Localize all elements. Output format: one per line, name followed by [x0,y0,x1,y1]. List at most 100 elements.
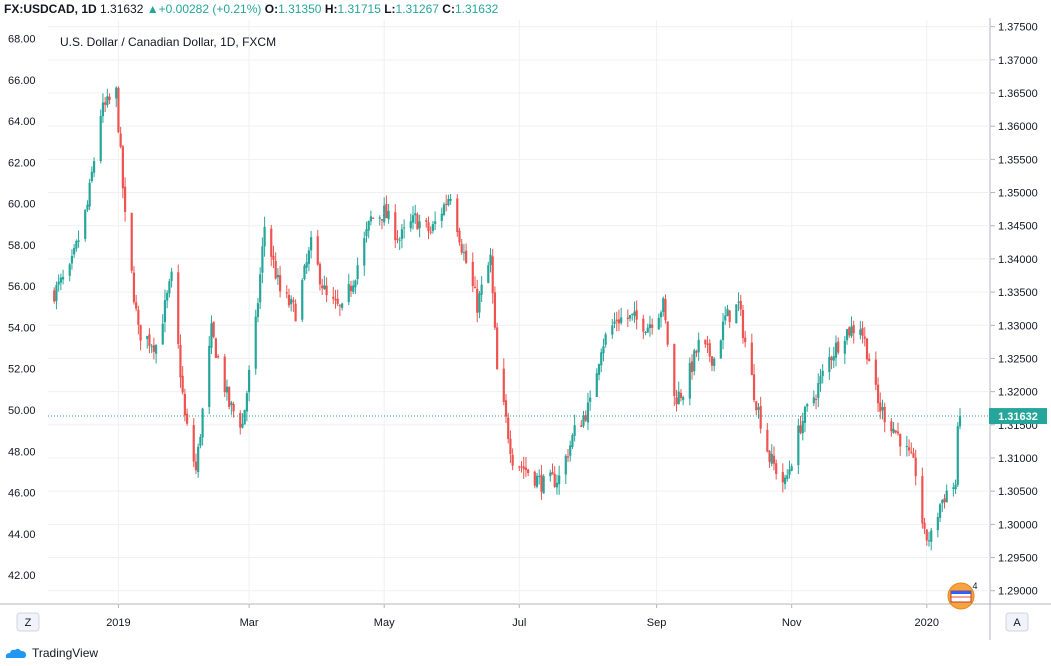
candle-body [272,255,275,260]
candle-body [644,331,647,333]
candle-body [927,540,931,542]
right-tick-label: 1.34500 [998,221,1038,233]
candle-body [316,236,319,265]
candle-body [956,426,959,485]
left-tick-label: 50.00 [8,405,36,417]
candle-body [564,455,567,475]
candle-body [274,260,277,279]
candle-body [411,215,415,223]
candle-body [287,294,291,306]
candle-body [212,321,215,337]
candle-body [396,238,399,240]
candle-body [418,221,421,229]
auto-scale-button[interactable]: A [1005,612,1029,632]
left-tick-label: 68.00 [8,34,36,46]
candle-body [558,475,561,485]
candle-body [290,298,293,305]
candle-body [945,490,948,503]
x-tick-label: Sep [647,617,667,629]
candle-body [675,397,678,405]
zoom-left-button[interactable]: Z [16,612,40,632]
candle-body [507,417,510,439]
candle-body [367,221,370,231]
left-tick-label: 56.00 [8,281,36,293]
right-tick-label: 1.29000 [998,586,1038,598]
candle-body [434,221,437,224]
candle-body [99,116,102,161]
chart-area[interactable]: 42.00 44.00 46.00 48.00 50.00 52.00 54.00 56.00… [0,18,1051,640]
candle-body [504,400,508,417]
candle-body [533,471,536,486]
candle-body [845,329,849,341]
candle-body [387,210,390,220]
candle-body [245,393,248,412]
right-tick-label: 1.32500 [998,353,1038,365]
candle-body [790,466,793,471]
candle-body [254,316,257,369]
candle-body [369,216,373,222]
left-tick-label: 54.00 [8,322,36,334]
candle-body [456,198,459,232]
candle-body [132,272,136,303]
candle-body [108,96,111,100]
right-tick-label: 1.30500 [998,486,1038,498]
candle-body [57,281,60,285]
candle-body [540,474,543,492]
candle-body [447,199,450,206]
candle-body [478,293,481,313]
candle-body [905,445,908,447]
candle-body [819,376,822,384]
candle-body [721,321,725,341]
candle-body [349,285,353,292]
right-tick-label: 1.35000 [998,188,1038,200]
candle-body [923,522,926,529]
candle-body [61,277,65,280]
candle-body [861,327,864,336]
candle-body [385,203,388,219]
candle-body [828,356,831,373]
candle-body [123,186,127,212]
candle-body [741,309,745,339]
right-tick-label: 1.32000 [998,387,1038,399]
tradingview-logo[interactable]: TradingView [4,646,98,660]
candle-body [380,219,384,221]
candle-body [682,397,685,400]
candle-body [92,161,96,173]
right-tick-label: 1.30000 [998,519,1038,531]
candle-body [954,484,957,490]
candle-body [365,229,368,237]
candle-body [520,466,523,468]
candle-body [378,217,381,219]
left-tick-label: 62.00 [8,157,36,169]
candle-body [55,284,58,302]
candle-body [890,421,893,432]
candle-body [943,498,946,503]
candle-body [766,429,769,452]
candle-body [879,402,882,412]
candle-body [256,303,260,318]
candle-body [431,224,435,231]
candle-body [161,323,164,345]
candle-body [181,375,184,393]
candle-body [783,477,787,485]
candle-body [894,430,897,433]
candle-body [666,321,669,345]
candle-body [473,286,477,289]
candle-body [59,277,62,283]
calendar-badge-icon[interactable]: 4 [947,581,978,610]
left-axis: 42.00 44.00 46.00 48.00 50.00 52.00 54.00 56.00… [8,34,36,583]
low-value: 1.31267 [395,2,439,16]
symbol-name: FX:USDCAD, 1D [4,2,97,16]
left-tick-label: 46.00 [8,488,36,500]
right-tick-label: 1.33000 [998,320,1038,332]
candle-body [166,292,169,301]
candle-body [68,264,71,276]
right-tick-label: 1.34000 [998,254,1038,266]
candle-body [930,530,933,542]
candle-body [664,299,667,321]
candle-body [613,321,616,324]
candle-body [489,254,492,266]
candle-body [677,391,680,404]
candle-body [801,421,804,434]
candle-body [941,500,944,504]
